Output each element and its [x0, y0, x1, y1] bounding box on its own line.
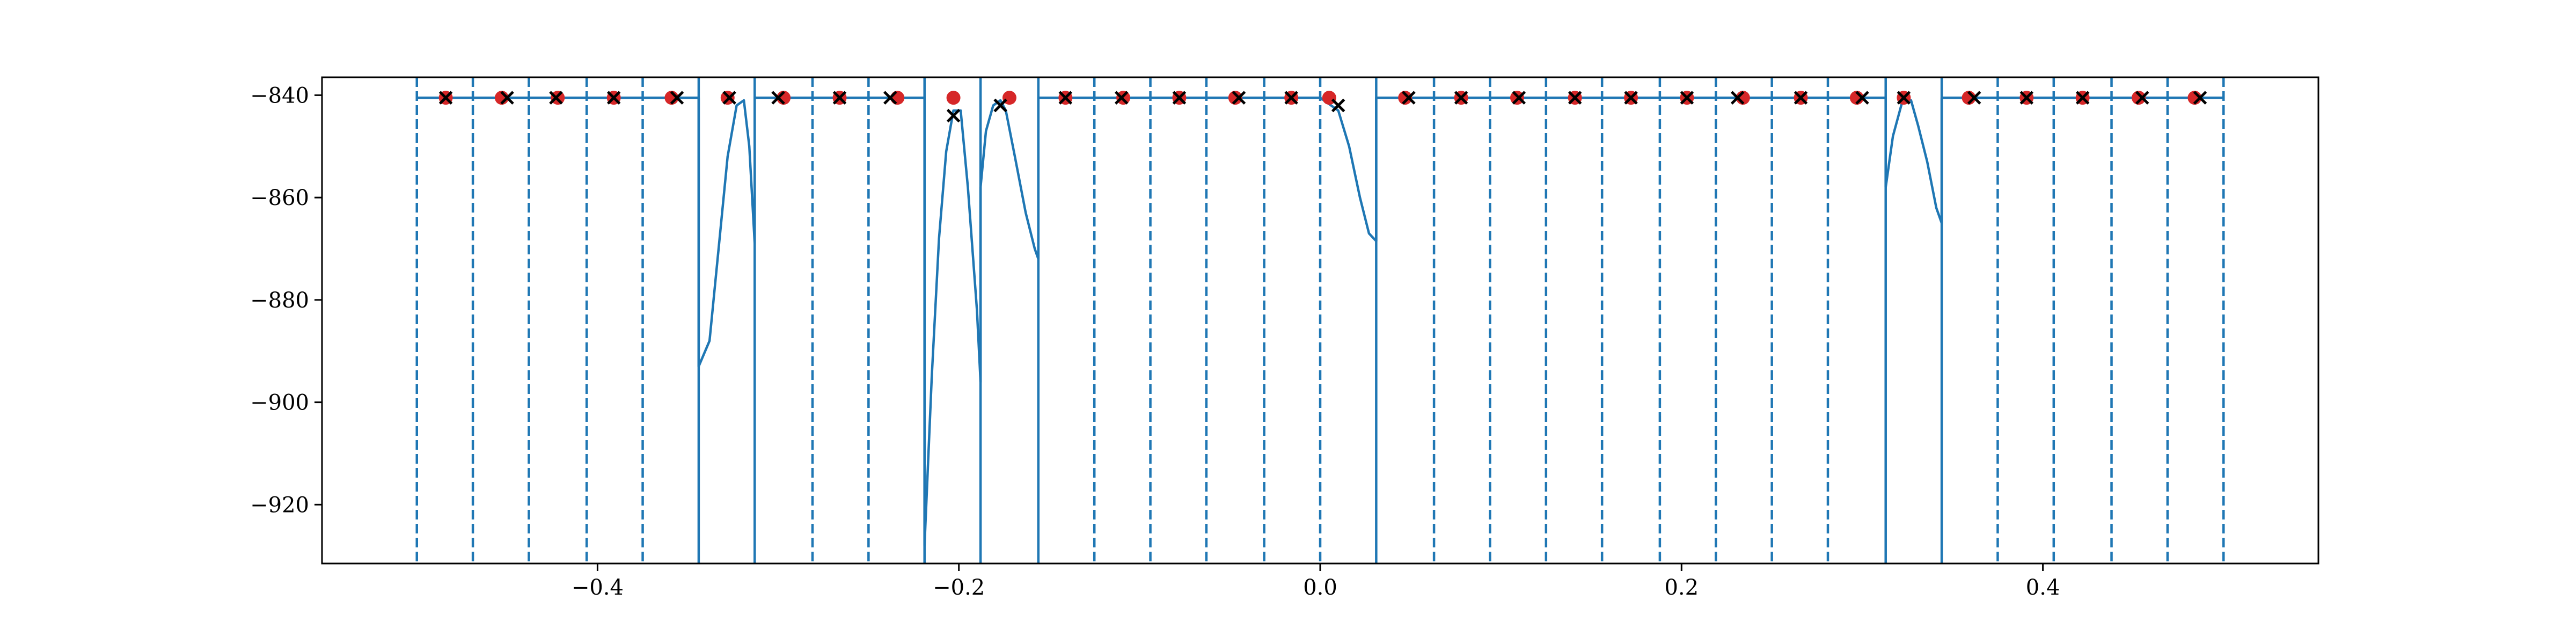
cross-markers: [438, 91, 2207, 123]
dot-marker: [2132, 91, 2146, 105]
y-axis: −840 −860 −880 −900 −920: [250, 83, 322, 517]
cross-marker: [1568, 91, 1582, 105]
y-tick-label: −920: [250, 493, 309, 517]
cross-marker: [993, 98, 1007, 113]
x-tick-label: −0.4: [572, 575, 624, 600]
cross-marker: [946, 108, 961, 123]
cross-marker: [1284, 91, 1298, 105]
cross-marker: [549, 91, 563, 105]
cross-marker: [670, 91, 684, 105]
cross-marker: [1454, 91, 1468, 105]
cross-marker: [1512, 91, 1526, 105]
x-axis: −0.4 −0.2 0.0 0.2 0.4: [572, 564, 2060, 600]
cross-marker: [2019, 91, 2034, 105]
cross-marker: [1794, 91, 1808, 105]
cross-marker: [1402, 91, 1416, 105]
cross-marker: [1114, 91, 1129, 105]
cross-marker: [2193, 91, 2207, 105]
cross-marker: [1680, 91, 1694, 105]
curve-line: [416, 96, 2224, 547]
x-tick-label: 0.2: [1664, 575, 1699, 600]
x-tick-label: −0.2: [933, 575, 985, 600]
energy-curve: [416, 96, 2224, 547]
cross-marker: [1624, 91, 1638, 105]
cross-marker: [771, 91, 785, 105]
dot-marker: [1228, 91, 1242, 105]
cross-marker: [883, 91, 897, 105]
cross-marker: [438, 91, 453, 105]
cross-marker: [1897, 91, 1911, 105]
dot-marker: [1398, 91, 1413, 105]
x-tick-label: 0.0: [1303, 575, 1337, 600]
y-tick-label: −900: [250, 391, 309, 415]
cross-marker: [1232, 91, 1246, 105]
cross-marker: [1967, 91, 1981, 105]
y-tick-label: −840: [250, 83, 309, 108]
y-tick-label: −880: [250, 288, 309, 313]
y-tick-label: −860: [250, 186, 309, 210]
cross-marker: [1855, 91, 1869, 105]
cross-marker: [1172, 91, 1187, 105]
cross-marker: [1058, 91, 1073, 105]
cross-marker: [722, 91, 736, 105]
cross-marker: [606, 91, 621, 105]
x-tick-label: 0.4: [2026, 575, 2060, 600]
cross-marker: [500, 91, 514, 105]
dot-marker: [946, 91, 961, 105]
cross-marker: [2075, 91, 2090, 105]
plot-frame: [321, 76, 2319, 565]
cross-marker: [832, 91, 847, 105]
cross-marker: [1730, 91, 1745, 105]
dot-marker: [890, 91, 905, 105]
cross-marker: [2135, 91, 2149, 105]
cross-marker: [1331, 98, 1345, 113]
